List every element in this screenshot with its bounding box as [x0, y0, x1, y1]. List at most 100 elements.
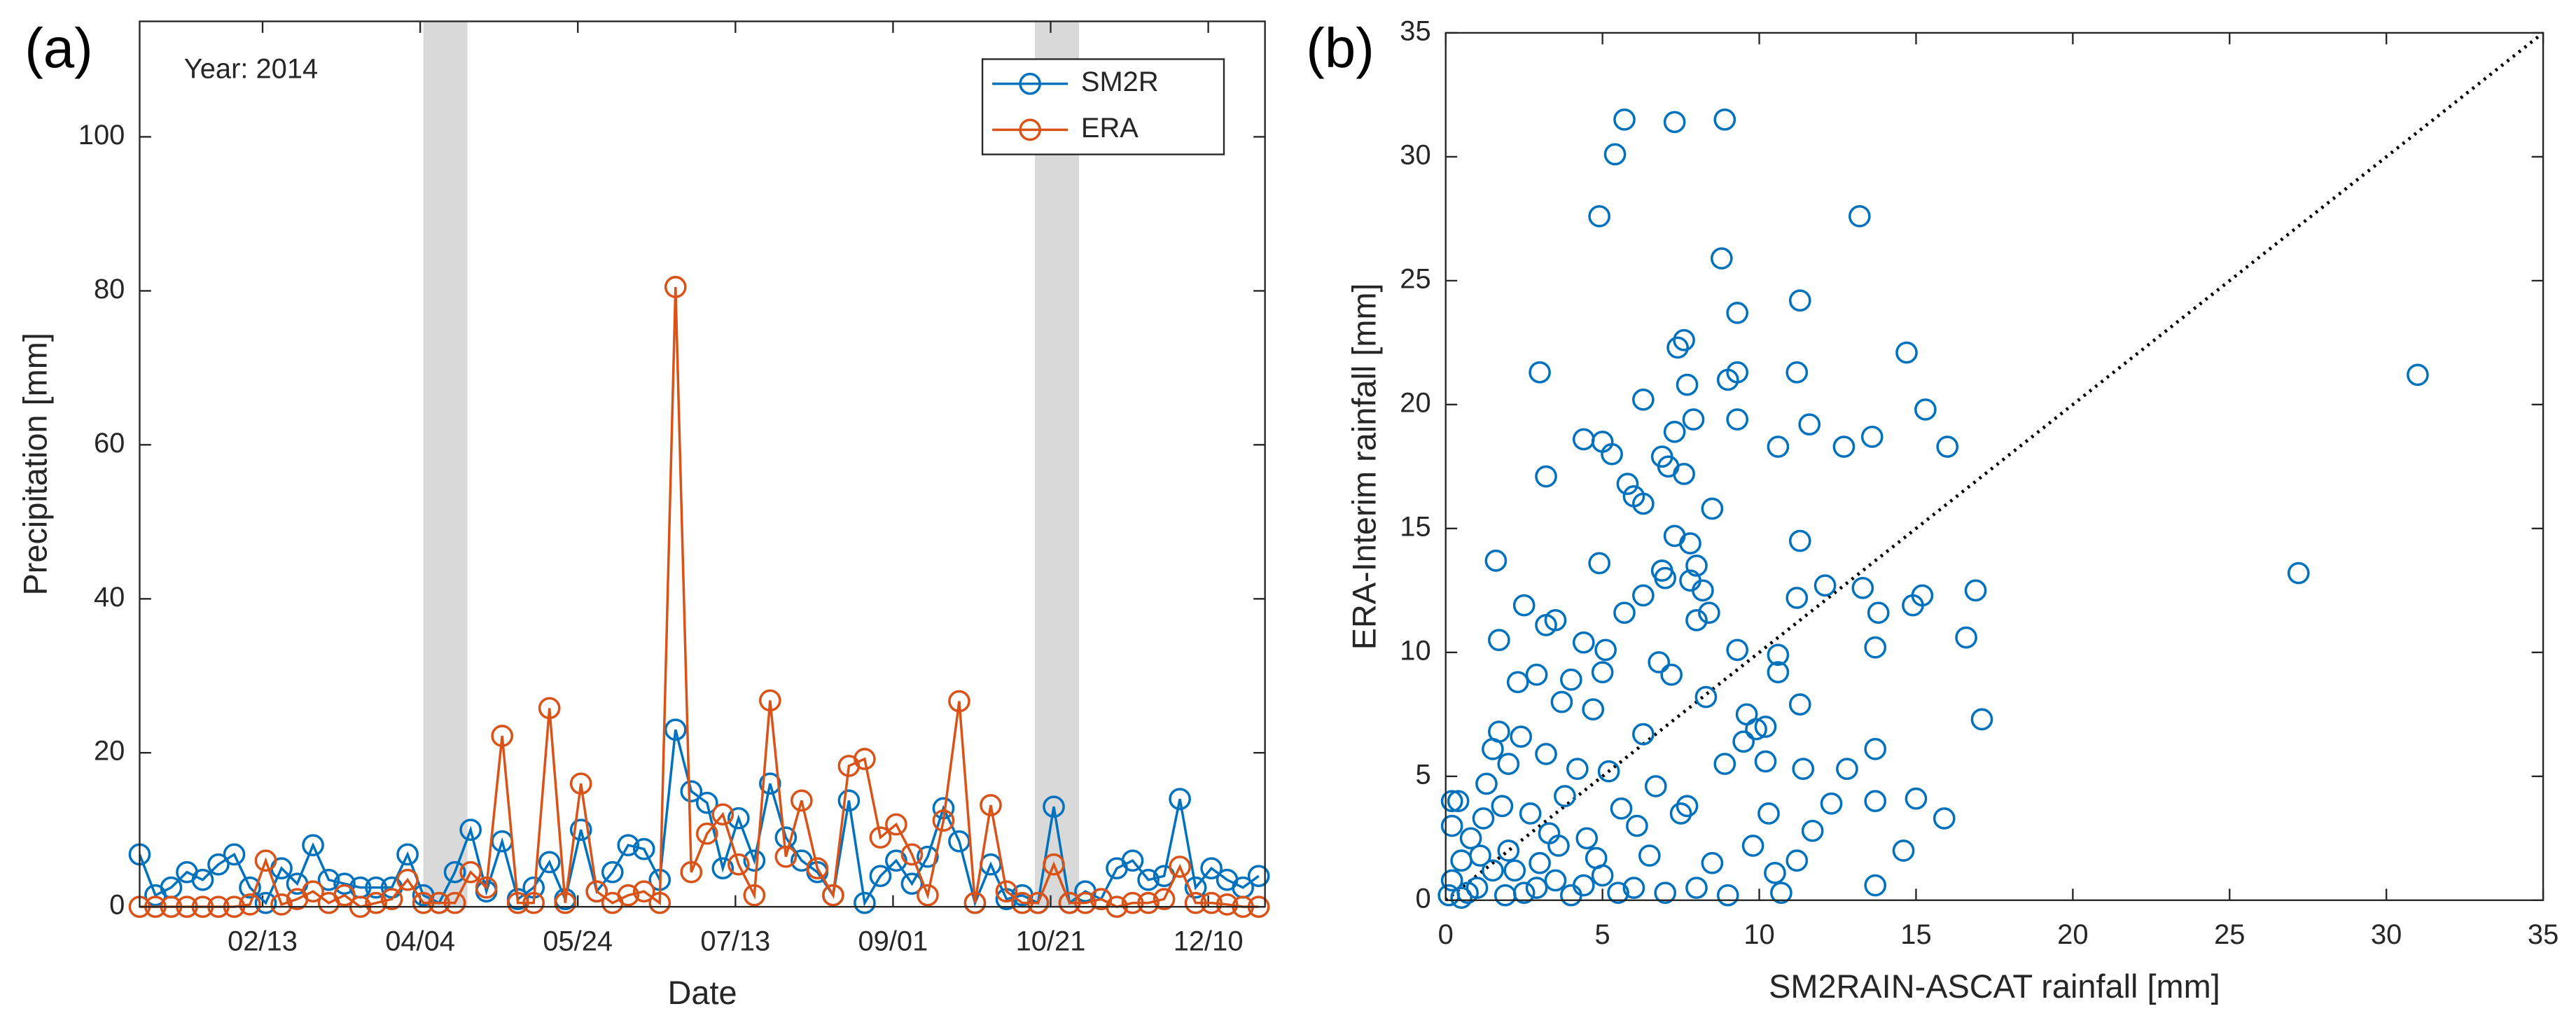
data-point: [1701, 497, 1724, 520]
data-point: [1137, 868, 1160, 891]
data-point: [1785, 587, 1809, 609]
data-point: [1864, 738, 1887, 760]
data-point: [1632, 584, 1655, 607]
x-tick-label: 20: [2057, 919, 2088, 950]
data-point: [1669, 802, 1692, 825]
data-point: [333, 884, 356, 907]
data-point: [680, 860, 703, 884]
data-point: [854, 891, 876, 914]
data-point: [758, 689, 781, 712]
data-point: [1713, 108, 1736, 131]
data-point: [1503, 859, 1526, 882]
data-point: [1535, 614, 1557, 636]
data-point: [239, 876, 261, 899]
data-point: [380, 888, 403, 910]
data-point: [1121, 891, 1144, 914]
data-point: [412, 891, 435, 914]
data-point: [1572, 428, 1595, 451]
data-point: [333, 872, 356, 895]
data-point: [254, 891, 277, 914]
y-tick-label: 5: [1415, 759, 1430, 790]
data-point: [396, 868, 419, 891]
data-point: [317, 868, 340, 891]
data-point: [1660, 663, 1683, 686]
data-point: [1200, 857, 1223, 880]
data-point: [1200, 891, 1223, 914]
data-point: [727, 807, 750, 830]
data-point: [1754, 716, 1777, 738]
data-point: [1955, 626, 1977, 649]
data-point: [302, 834, 324, 857]
data-point: [1867, 601, 1890, 625]
data-point: [1550, 690, 1573, 713]
data-point: [1582, 698, 1605, 721]
x-tick-label: 30: [2371, 919, 2402, 950]
data-point: [900, 872, 924, 895]
data-point: [869, 826, 892, 849]
data-point: [1767, 643, 1790, 667]
data-point: [1732, 730, 1755, 753]
axes-box: [139, 20, 1266, 908]
x-axis-label: SM2RAIN-ASCAT rainfall [mm]: [1769, 968, 2220, 1005]
shaded-period: [1035, 21, 1080, 907]
data-point: [1121, 849, 1144, 872]
data-point: [648, 891, 671, 914]
data-point: [365, 891, 387, 914]
data-point: [1860, 426, 1884, 448]
data-point: [239, 893, 261, 916]
y-tick-label: 20: [1400, 387, 1430, 418]
data-point: [1535, 743, 1557, 765]
data-point: [617, 834, 640, 857]
data-point: [1663, 111, 1686, 134]
data-point: [1440, 790, 1463, 813]
data-point: [1560, 668, 1582, 691]
data-point: [1491, 795, 1514, 818]
data-point: [1933, 807, 1956, 830]
data-point: [900, 843, 924, 866]
data-point: [1512, 594, 1536, 617]
data-point: [1788, 289, 1811, 312]
data-point: [1456, 881, 1479, 904]
data-point: [1692, 579, 1714, 602]
data-point: [506, 891, 529, 914]
data-point: [1484, 550, 1508, 572]
data-point: [1482, 859, 1504, 882]
data-point: [1588, 552, 1611, 575]
data-point: [1184, 891, 1207, 914]
data-point: [1447, 790, 1470, 813]
data-point: [1632, 388, 1655, 411]
data-point: [1610, 797, 1633, 820]
data-point: [695, 791, 718, 814]
data-point: [1591, 661, 1614, 683]
data-point: [1770, 881, 1792, 904]
data-point: [1575, 827, 1599, 850]
data-point: [1726, 639, 1749, 662]
data-point: [1685, 555, 1708, 577]
data-point: [1494, 884, 1517, 907]
data-point: [1788, 693, 1811, 716]
data-point: [885, 813, 907, 836]
data-point: [1685, 608, 1708, 632]
data-point: [1694, 685, 1718, 709]
x-tick-label: 10: [1743, 919, 1774, 950]
data-point: [1169, 856, 1191, 878]
data-point: [1247, 865, 1270, 888]
data-point: [917, 845, 939, 868]
data-point: [1676, 795, 1699, 818]
data-point: [1735, 703, 1758, 726]
data-point: [791, 789, 813, 812]
x-tick-label: 0: [1438, 919, 1454, 950]
data-point: [270, 893, 293, 916]
data-point: [1440, 814, 1463, 837]
data-point: [223, 843, 246, 866]
data-point: [1632, 492, 1655, 515]
data-point: [1459, 827, 1482, 850]
data-point: [1716, 884, 1739, 907]
y-tick-label: 80: [94, 274, 125, 305]
data-point: [1798, 413, 1821, 436]
data-point: [1701, 851, 1724, 874]
data-point: [569, 772, 592, 795]
data-point: [980, 794, 1002, 816]
axes-box: [1444, 32, 2544, 901]
